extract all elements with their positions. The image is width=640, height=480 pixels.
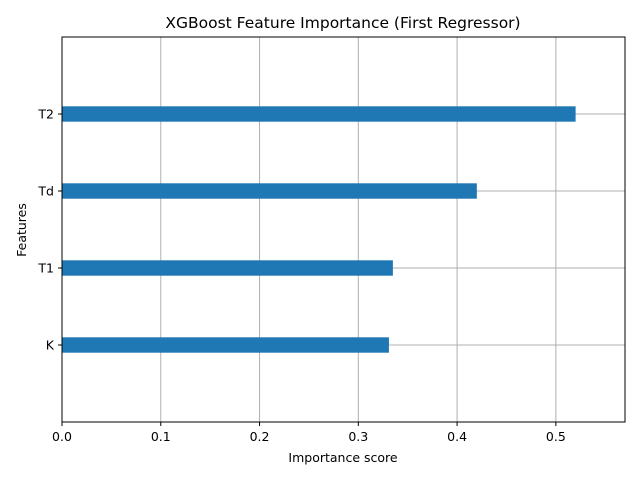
bars <box>62 106 576 353</box>
y-tick-label: T1 <box>37 261 54 276</box>
bar-t1 <box>62 260 393 276</box>
y-tick-label: K <box>46 338 55 353</box>
y-axis-ticks: K T1 Td T2 <box>37 107 62 353</box>
grid-lines <box>61 37 625 422</box>
chart-title: XGBoost Feature Importance (First Regres… <box>165 14 520 32</box>
x-tick-label: 0.1 <box>151 429 171 444</box>
x-tick-label: 0.0 <box>52 429 72 444</box>
bar-td <box>62 183 477 199</box>
x-axis-label: Importance score <box>288 450 398 465</box>
x-tick-label: 0.5 <box>546 429 566 444</box>
plot-frame <box>61 36 626 423</box>
bar-t2 <box>62 106 576 122</box>
y-tick-label: Td <box>37 184 54 199</box>
y-tick-label: T2 <box>37 107 54 122</box>
x-tick-label: 0.3 <box>348 429 368 444</box>
y-axis-label: Features <box>14 203 29 257</box>
x-tick-label: 0.2 <box>250 429 270 444</box>
x-axis-ticks: 0.0 0.1 0.2 0.3 0.4 0.5 <box>52 422 566 444</box>
x-tick-label: 0.4 <box>447 429 467 444</box>
bar-k <box>62 337 389 353</box>
